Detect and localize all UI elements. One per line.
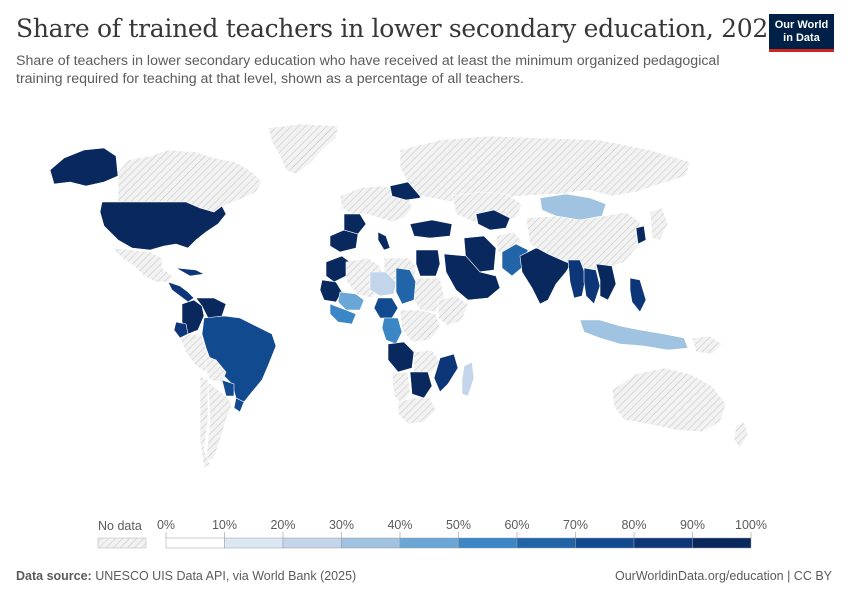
region-thailand[interactable]: Thailand xyxy=(583,267,601,305)
region-korea[interactable]: Korea xyxy=(635,225,647,245)
region-uzbekistan[interactable]: Uzbekistan xyxy=(475,209,511,231)
region-arabian-peninsula[interactable]: Arabian Peninsula xyxy=(443,253,501,301)
region-alaska[interactable]: Alaska xyxy=(49,147,119,187)
region-turkey[interactable]: Turkey xyxy=(409,219,453,239)
source-label: Data source: xyxy=(16,569,92,583)
region-united-states[interactable]: United States xyxy=(99,201,227,251)
chart-title: Share of trained teachers in lower secon… xyxy=(16,14,784,43)
region-ethiopia[interactable]: Ethiopia xyxy=(437,295,469,327)
region-egypt[interactable]: Egypt xyxy=(415,249,441,277)
region-iberia[interactable]: Iberia xyxy=(329,229,359,253)
region-central-america[interactable]: Central America xyxy=(167,281,195,303)
region-philippines[interactable]: Philippines xyxy=(629,277,647,313)
region-madagascar[interactable]: Madagascar xyxy=(461,361,475,397)
region-caribbean[interactable]: Caribbean xyxy=(175,267,205,277)
region-botswana-zimbabwe[interactable]: Botswana / Zimbabwe xyxy=(409,371,433,399)
chart-subtitle: Share of teachers in lower secondary edu… xyxy=(16,53,720,87)
region-nigeria[interactable]: Nigeria xyxy=(373,297,399,319)
region-mongolia[interactable]: Mongolia xyxy=(539,193,607,221)
legend-tick-label: 60% xyxy=(504,518,529,532)
region-ecuador[interactable]: Ecuador xyxy=(173,321,189,339)
region-indonesia[interactable]: Indonesia xyxy=(579,319,689,351)
region-australia[interactable]: Australia xyxy=(611,367,727,433)
logo-line-1: Our World xyxy=(774,19,829,31)
region-kazakhstan[interactable]: Kazakhstan xyxy=(451,191,523,223)
region-sudan[interactable]: Sudan xyxy=(413,277,445,313)
legend-tick-label: 40% xyxy=(387,518,412,532)
region-paraguay[interactable]: Paraguay xyxy=(221,379,235,397)
region-western-sahara-mauritania[interactable]: Western Sahara / Mauritania xyxy=(319,279,343,303)
region-italy[interactable]: Italy xyxy=(377,231,391,251)
owid-logo[interactable]: Our World in Data xyxy=(769,14,834,52)
region-new-zealand[interactable]: New Zealand xyxy=(733,421,749,449)
world-map[interactable]: GreenlandCanadaAlaskaUnited StatesMexico… xyxy=(0,100,850,500)
legend-tick-label: 100% xyxy=(735,518,767,532)
data-source: Data source: UNESCO UIS Data API, via Wo… xyxy=(16,569,356,583)
region-angola[interactable]: Angola xyxy=(387,341,415,373)
region-south-africa[interactable]: South Africa xyxy=(397,397,437,425)
legend-tick-label: 20% xyxy=(270,518,295,532)
map-legend: No data 0% 10% 20% 30% 40% 50% 60% 70% 80% 90% 100… xyxy=(97,518,767,549)
region-france[interactable]: France xyxy=(343,213,367,235)
region-myanmar[interactable]: Myanmar xyxy=(567,259,587,299)
region-central-africa[interactable]: Central Africa xyxy=(399,309,441,343)
region-greenland[interactable]: Greenland xyxy=(267,123,339,175)
region-vietnam-laos-cambodia[interactable]: Vietnam / Laos / Cambodia xyxy=(595,263,617,301)
legend-bin[interactable] xyxy=(282,537,342,549)
legend-bin[interactable] xyxy=(399,537,459,549)
legend-tick-label: 90% xyxy=(680,518,705,532)
region-gabon-congo[interactable]: Gabon / Congo xyxy=(381,317,403,345)
no-data-label: No data xyxy=(98,519,142,533)
legend-bin[interactable] xyxy=(165,537,225,549)
region-burkina-faso-west-africa[interactable]: Burkina Faso / West Africa xyxy=(329,303,357,325)
source-text: UNESCO UIS Data API, via World Bank (202… xyxy=(95,569,357,583)
owid-link[interactable]: OurWorldinData.org/education | CC BY xyxy=(614,569,832,583)
legend-tick-label: 10% xyxy=(212,518,237,532)
region-china[interactable]: China xyxy=(525,211,641,271)
region-mozambique[interactable]: Mozambique xyxy=(433,353,459,393)
region-niger[interactable]: Niger xyxy=(369,271,397,297)
region-zambia[interactable]: Zambia xyxy=(413,349,441,375)
region-mexico[interactable]: Mexico xyxy=(111,247,173,283)
legend-bin[interactable] xyxy=(692,537,752,549)
legend-bin[interactable] xyxy=(224,537,284,549)
region-uruguay[interactable]: Uruguay xyxy=(233,397,245,413)
region-japan[interactable]: Japan xyxy=(649,207,669,241)
region-namibia[interactable]: Namibia xyxy=(391,371,411,405)
logo-line-2: in Data xyxy=(783,31,820,44)
region-argentina[interactable]: Argentina xyxy=(205,381,233,463)
legend-tick-label: 30% xyxy=(329,518,354,532)
legend-tick-label: 70% xyxy=(563,518,588,532)
legend-tick-label: 0% xyxy=(157,518,175,532)
legend-bin[interactable] xyxy=(516,537,576,549)
legend-bin[interactable] xyxy=(633,537,693,549)
region-chile[interactable]: Chile xyxy=(199,375,211,469)
legend-tick-label: 80% xyxy=(621,518,646,532)
no-data-swatch xyxy=(97,537,147,549)
legend-bin[interactable] xyxy=(341,537,401,549)
legend-bin[interactable] xyxy=(575,537,635,549)
region-bolivia[interactable]: Bolivia xyxy=(205,355,227,383)
legend-tick-label: 50% xyxy=(446,518,471,532)
region-russia[interactable]: Russia xyxy=(399,135,691,205)
legend-bin[interactable] xyxy=(458,537,518,549)
region-papua-new-guinea[interactable]: Papua New Guinea xyxy=(691,335,723,355)
region-mali[interactable]: Mali xyxy=(337,291,365,311)
